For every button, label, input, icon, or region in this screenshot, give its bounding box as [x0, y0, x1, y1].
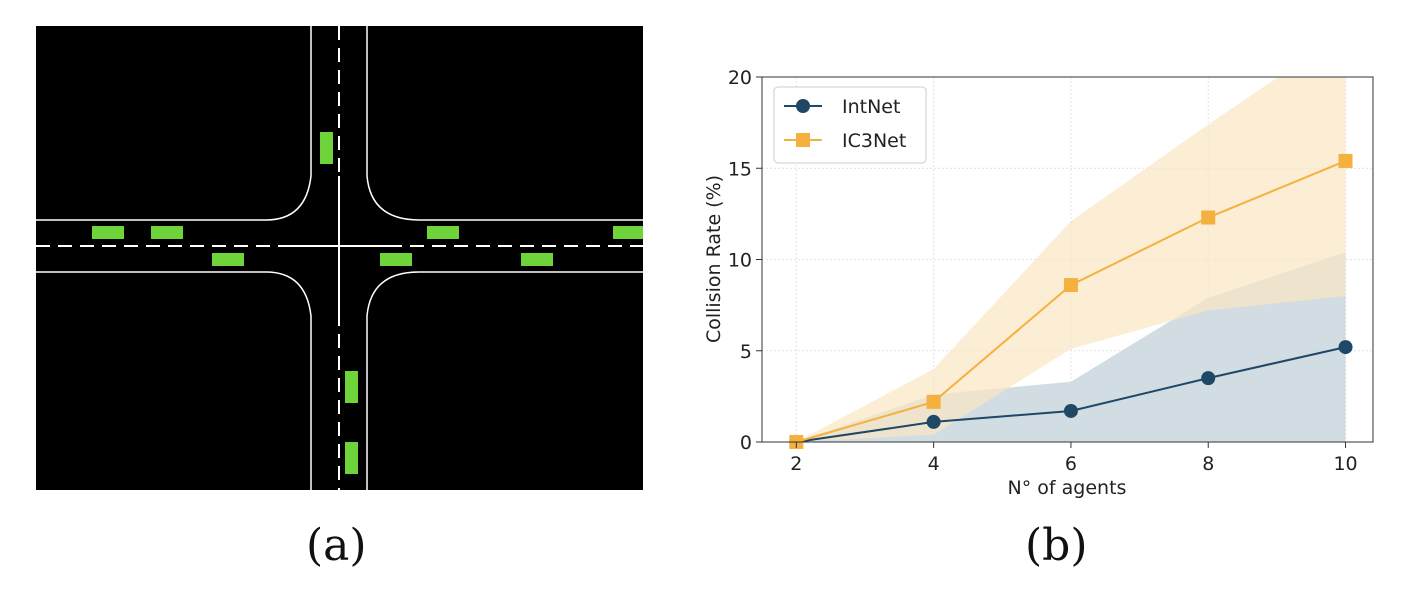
caption-a: (a): [306, 520, 367, 571]
chart-legend: IntNet IC3Net: [774, 87, 926, 163]
car: [427, 226, 459, 239]
traffic-junction-illustration: [36, 26, 643, 490]
point-intnet: [1201, 371, 1215, 385]
car: [345, 442, 358, 474]
x-tick-label: 8: [1202, 453, 1214, 475]
y-tick-label: 0: [740, 432, 752, 454]
car: [613, 226, 643, 239]
car: [320, 132, 333, 164]
car: [345, 371, 358, 403]
car: [92, 226, 124, 239]
point-ic3net: [1201, 211, 1215, 225]
y-axis-ticks: 0 5 10 15 20: [728, 67, 762, 454]
car: [212, 253, 244, 266]
x-tick-label: 6: [1065, 453, 1077, 475]
collision-rate-chart-panel: 2 4 6 8 10 0 5 10 15 20 N° of agents Collision R…: [690, 60, 1390, 500]
y-tick-label: 10: [728, 250, 752, 272]
point-intnet: [927, 415, 941, 429]
x-axis-label: N° of agents: [1008, 477, 1127, 499]
point-ic3net: [1339, 154, 1353, 168]
y-tick-label: 20: [728, 67, 752, 89]
point-intnet: [1064, 404, 1078, 418]
car: [521, 253, 553, 266]
point-intnet: [1339, 340, 1353, 354]
car: [151, 226, 183, 239]
y-axis-label: Collision Rate (%): [703, 175, 725, 343]
x-tick-label: 4: [928, 453, 940, 475]
x-tick-label: 2: [790, 453, 802, 475]
caption-b: (b): [1025, 520, 1088, 571]
legend-marker-intnet: [796, 99, 810, 113]
collision-rate-chart: 2 4 6 8 10 0 5 10 15 20 N° of agents Collision R…: [690, 60, 1390, 500]
legend-marker-ic3net: [796, 133, 810, 147]
legend-label-intnet: IntNet: [842, 96, 900, 118]
x-tick-label: 10: [1333, 453, 1357, 475]
x-axis-ticks: 2 4 6 8 10: [790, 442, 1357, 475]
point-ic3net: [1064, 278, 1078, 292]
point-ic3net: [927, 395, 941, 409]
y-tick-label: 15: [728, 158, 752, 180]
traffic-junction-panel: [36, 26, 643, 490]
legend-label-ic3net: IC3Net: [842, 130, 906, 152]
y-tick-label: 5: [740, 341, 752, 363]
car: [380, 253, 412, 266]
